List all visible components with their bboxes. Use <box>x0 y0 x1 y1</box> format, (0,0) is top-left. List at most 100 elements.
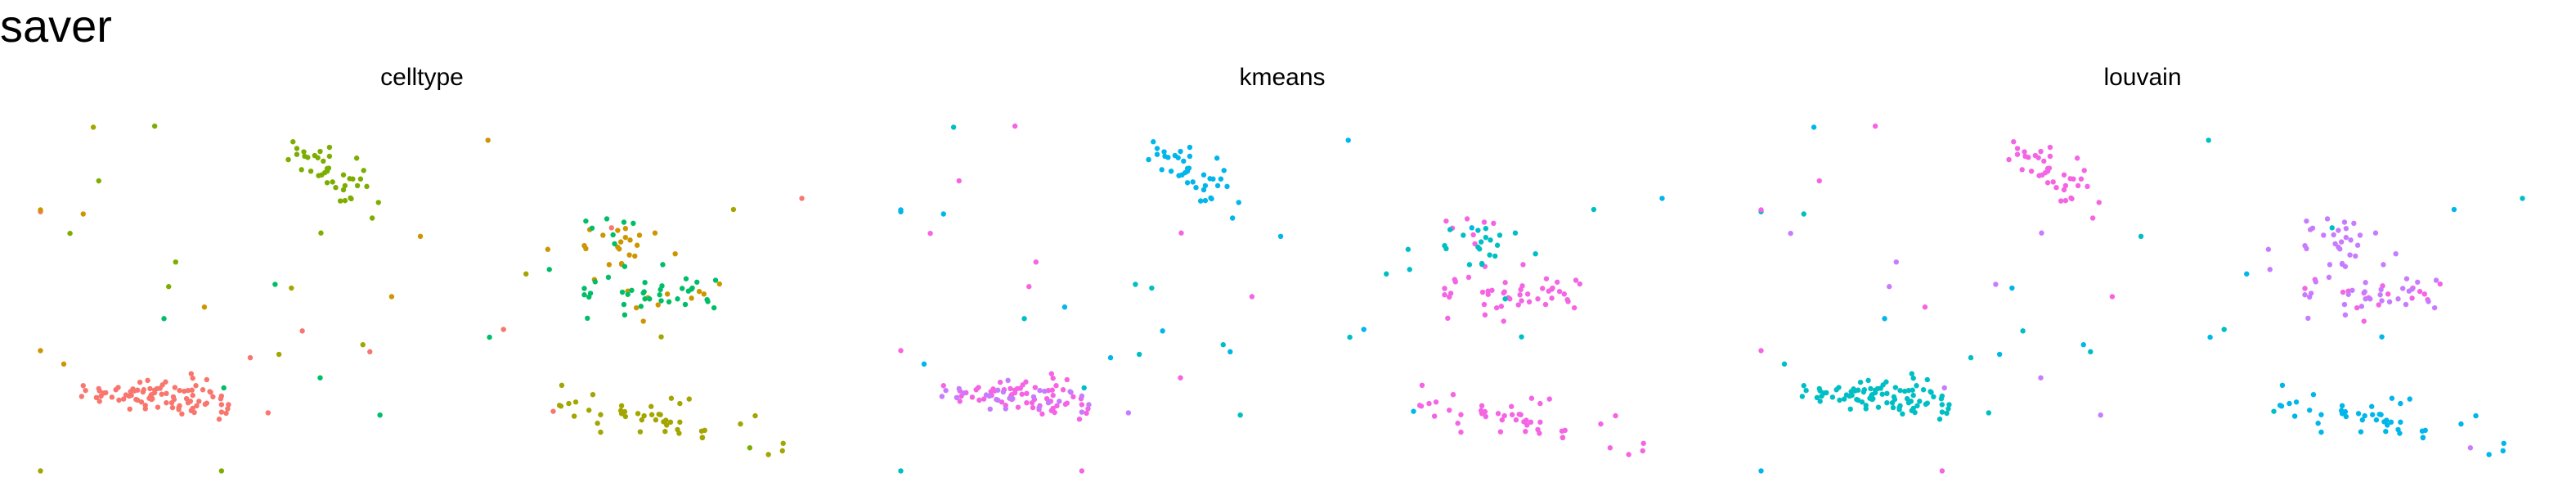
point-0-7-30 <box>618 411 625 417</box>
point-0-1-19 <box>636 232 643 238</box>
point-1-0-37 <box>1229 215 1236 221</box>
point-0-7-7 <box>586 408 592 413</box>
point-1-1-96 <box>1447 294 1452 300</box>
point-0-2-41 <box>96 178 101 184</box>
point-0-3-48 <box>272 282 278 287</box>
point-0-1-8 <box>701 291 707 297</box>
point-1-2-27 <box>1003 406 1008 412</box>
point-0-1-35 <box>38 207 43 213</box>
point-2-2-42 <box>2357 232 2363 238</box>
point-2-2-68 <box>1893 259 1899 265</box>
point-1-1-159 <box>1535 426 1541 433</box>
point-0-7-42 <box>663 417 669 423</box>
point-2-0-72 <box>1897 387 1903 394</box>
point-1-1-113 <box>1481 219 1488 225</box>
point-2-1-38 <box>2036 173 2042 178</box>
point-2-0-71 <box>1851 386 1856 393</box>
point-2-0-50 <box>1841 396 1847 402</box>
point-0-1-18 <box>622 234 629 241</box>
points-louvain <box>1758 123 2525 474</box>
point-2-2-61 <box>2467 445 2474 451</box>
point-2-0-98 <box>2271 408 2277 414</box>
point-1-1-138 <box>1559 428 1565 434</box>
point-2-3-48 <box>1811 124 1817 130</box>
point-1-0-41 <box>1160 328 1165 334</box>
point-2-1-33 <box>2053 184 2059 191</box>
point-2-1-14 <box>2019 167 2025 173</box>
point-0-0-85 <box>218 409 225 415</box>
point-1-1-59 <box>1062 401 1069 408</box>
point-0-1-37 <box>417 233 424 239</box>
point-1-1-163 <box>1607 445 1613 451</box>
point-2-3-52 <box>2009 285 2015 291</box>
point-1-3-6 <box>1443 246 1449 252</box>
point-1-1-92 <box>1519 283 1525 289</box>
point-1-3-10 <box>1405 246 1411 252</box>
point-2-2-16 <box>2386 299 2393 305</box>
point-2-2-18 <box>2426 299 2431 304</box>
point-1-1-112 <box>1464 216 1470 222</box>
point-1-1-39 <box>997 379 1003 385</box>
point-1-0-38 <box>1176 173 1182 178</box>
point-1-1-93 <box>1485 291 1491 297</box>
point-0-0-75 <box>188 371 194 376</box>
points-kmeans <box>898 123 1665 474</box>
point-1-1-82 <box>1452 277 1458 282</box>
point-0-2-33 <box>333 184 339 191</box>
point-1-0-49 <box>1227 349 1233 355</box>
point-2-0-64 <box>1914 383 1919 389</box>
point-0-2-38 <box>316 173 321 178</box>
point-1-1-121 <box>1513 417 1519 423</box>
point-1-1-73 <box>1501 289 1507 295</box>
point-0-0-43 <box>172 385 178 390</box>
point-2-2-29 <box>2332 241 2338 247</box>
point-1-1-7 <box>1070 394 1076 400</box>
point-0-7-1 <box>590 391 596 398</box>
point-0-2-20 <box>321 158 326 164</box>
point-1-2-20 <box>1037 387 1043 394</box>
point-2-0-2 <box>1879 391 1885 397</box>
point-2-0-61 <box>1801 383 1806 389</box>
point-1-3-9 <box>1512 230 1519 236</box>
point-2-0-94 <box>2138 233 2144 239</box>
point-0-1-9 <box>696 288 702 295</box>
point-1-0-30 <box>1178 148 1183 155</box>
point-2-0-23 <box>1900 411 1905 417</box>
point-1-1-43 <box>1029 399 1035 406</box>
point-1-1-42 <box>999 399 1005 405</box>
point-1-1-123 <box>1447 408 1452 413</box>
point-0-2-32 <box>307 168 314 174</box>
point-2-2-54 <box>2327 262 2333 268</box>
point-2-3-15 <box>2287 400 2292 407</box>
point-2-3-38 <box>2358 429 2364 435</box>
point-1-1-74 <box>1535 296 1541 302</box>
point-2-1-0 <box>2075 182 2081 189</box>
point-2-3-24 <box>2501 440 2506 446</box>
point-1-0-3 <box>1224 183 1230 190</box>
point-1-1-90 <box>1564 296 1570 303</box>
point-0-7-48 <box>90 124 96 130</box>
point-1-1-100 <box>1561 291 1567 297</box>
point-2-1-43 <box>2340 289 2346 295</box>
point-0-2-5 <box>375 200 381 205</box>
point-0-0-53 <box>226 402 231 408</box>
point-2-2-47 <box>2337 246 2343 252</box>
point-0-1-21 <box>545 246 551 252</box>
point-1-1-128 <box>1626 452 1631 457</box>
point-2-3-23 <box>2277 403 2283 408</box>
point-1-1-70 <box>1515 302 1521 308</box>
point-1-0-32 <box>1168 168 1174 174</box>
point-2-2-49 <box>2354 242 2361 248</box>
point-0-2-40 <box>747 445 753 451</box>
point-0-3-31 <box>683 276 689 282</box>
point-2-1-40 <box>2302 286 2308 291</box>
point-2-0-55 <box>1920 387 1927 393</box>
point-1-2-9 <box>1067 389 1073 394</box>
panel-kmeans: kmeans <box>898 64 1665 474</box>
point-0-0-71 <box>130 386 136 393</box>
point-0-0-9 <box>225 406 231 412</box>
point-1-1-28 <box>1045 387 1052 394</box>
point-0-0-45 <box>183 395 190 402</box>
point-2-1-11 <box>2081 168 2087 173</box>
point-0-3-33 <box>585 315 590 322</box>
